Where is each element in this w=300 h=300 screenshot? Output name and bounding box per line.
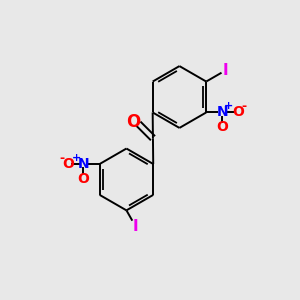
Text: -: - — [242, 100, 247, 113]
Text: I: I — [133, 219, 138, 234]
Text: O: O — [232, 106, 244, 119]
Text: N: N — [217, 106, 228, 119]
Text: O: O — [77, 172, 89, 186]
Text: +: + — [224, 101, 233, 111]
Text: N: N — [78, 157, 89, 171]
Text: -: - — [59, 152, 64, 165]
Text: +: + — [72, 152, 82, 163]
Text: O: O — [126, 113, 140, 131]
Text: O: O — [217, 120, 228, 134]
Text: I: I — [222, 63, 228, 78]
Text: O: O — [62, 157, 74, 171]
